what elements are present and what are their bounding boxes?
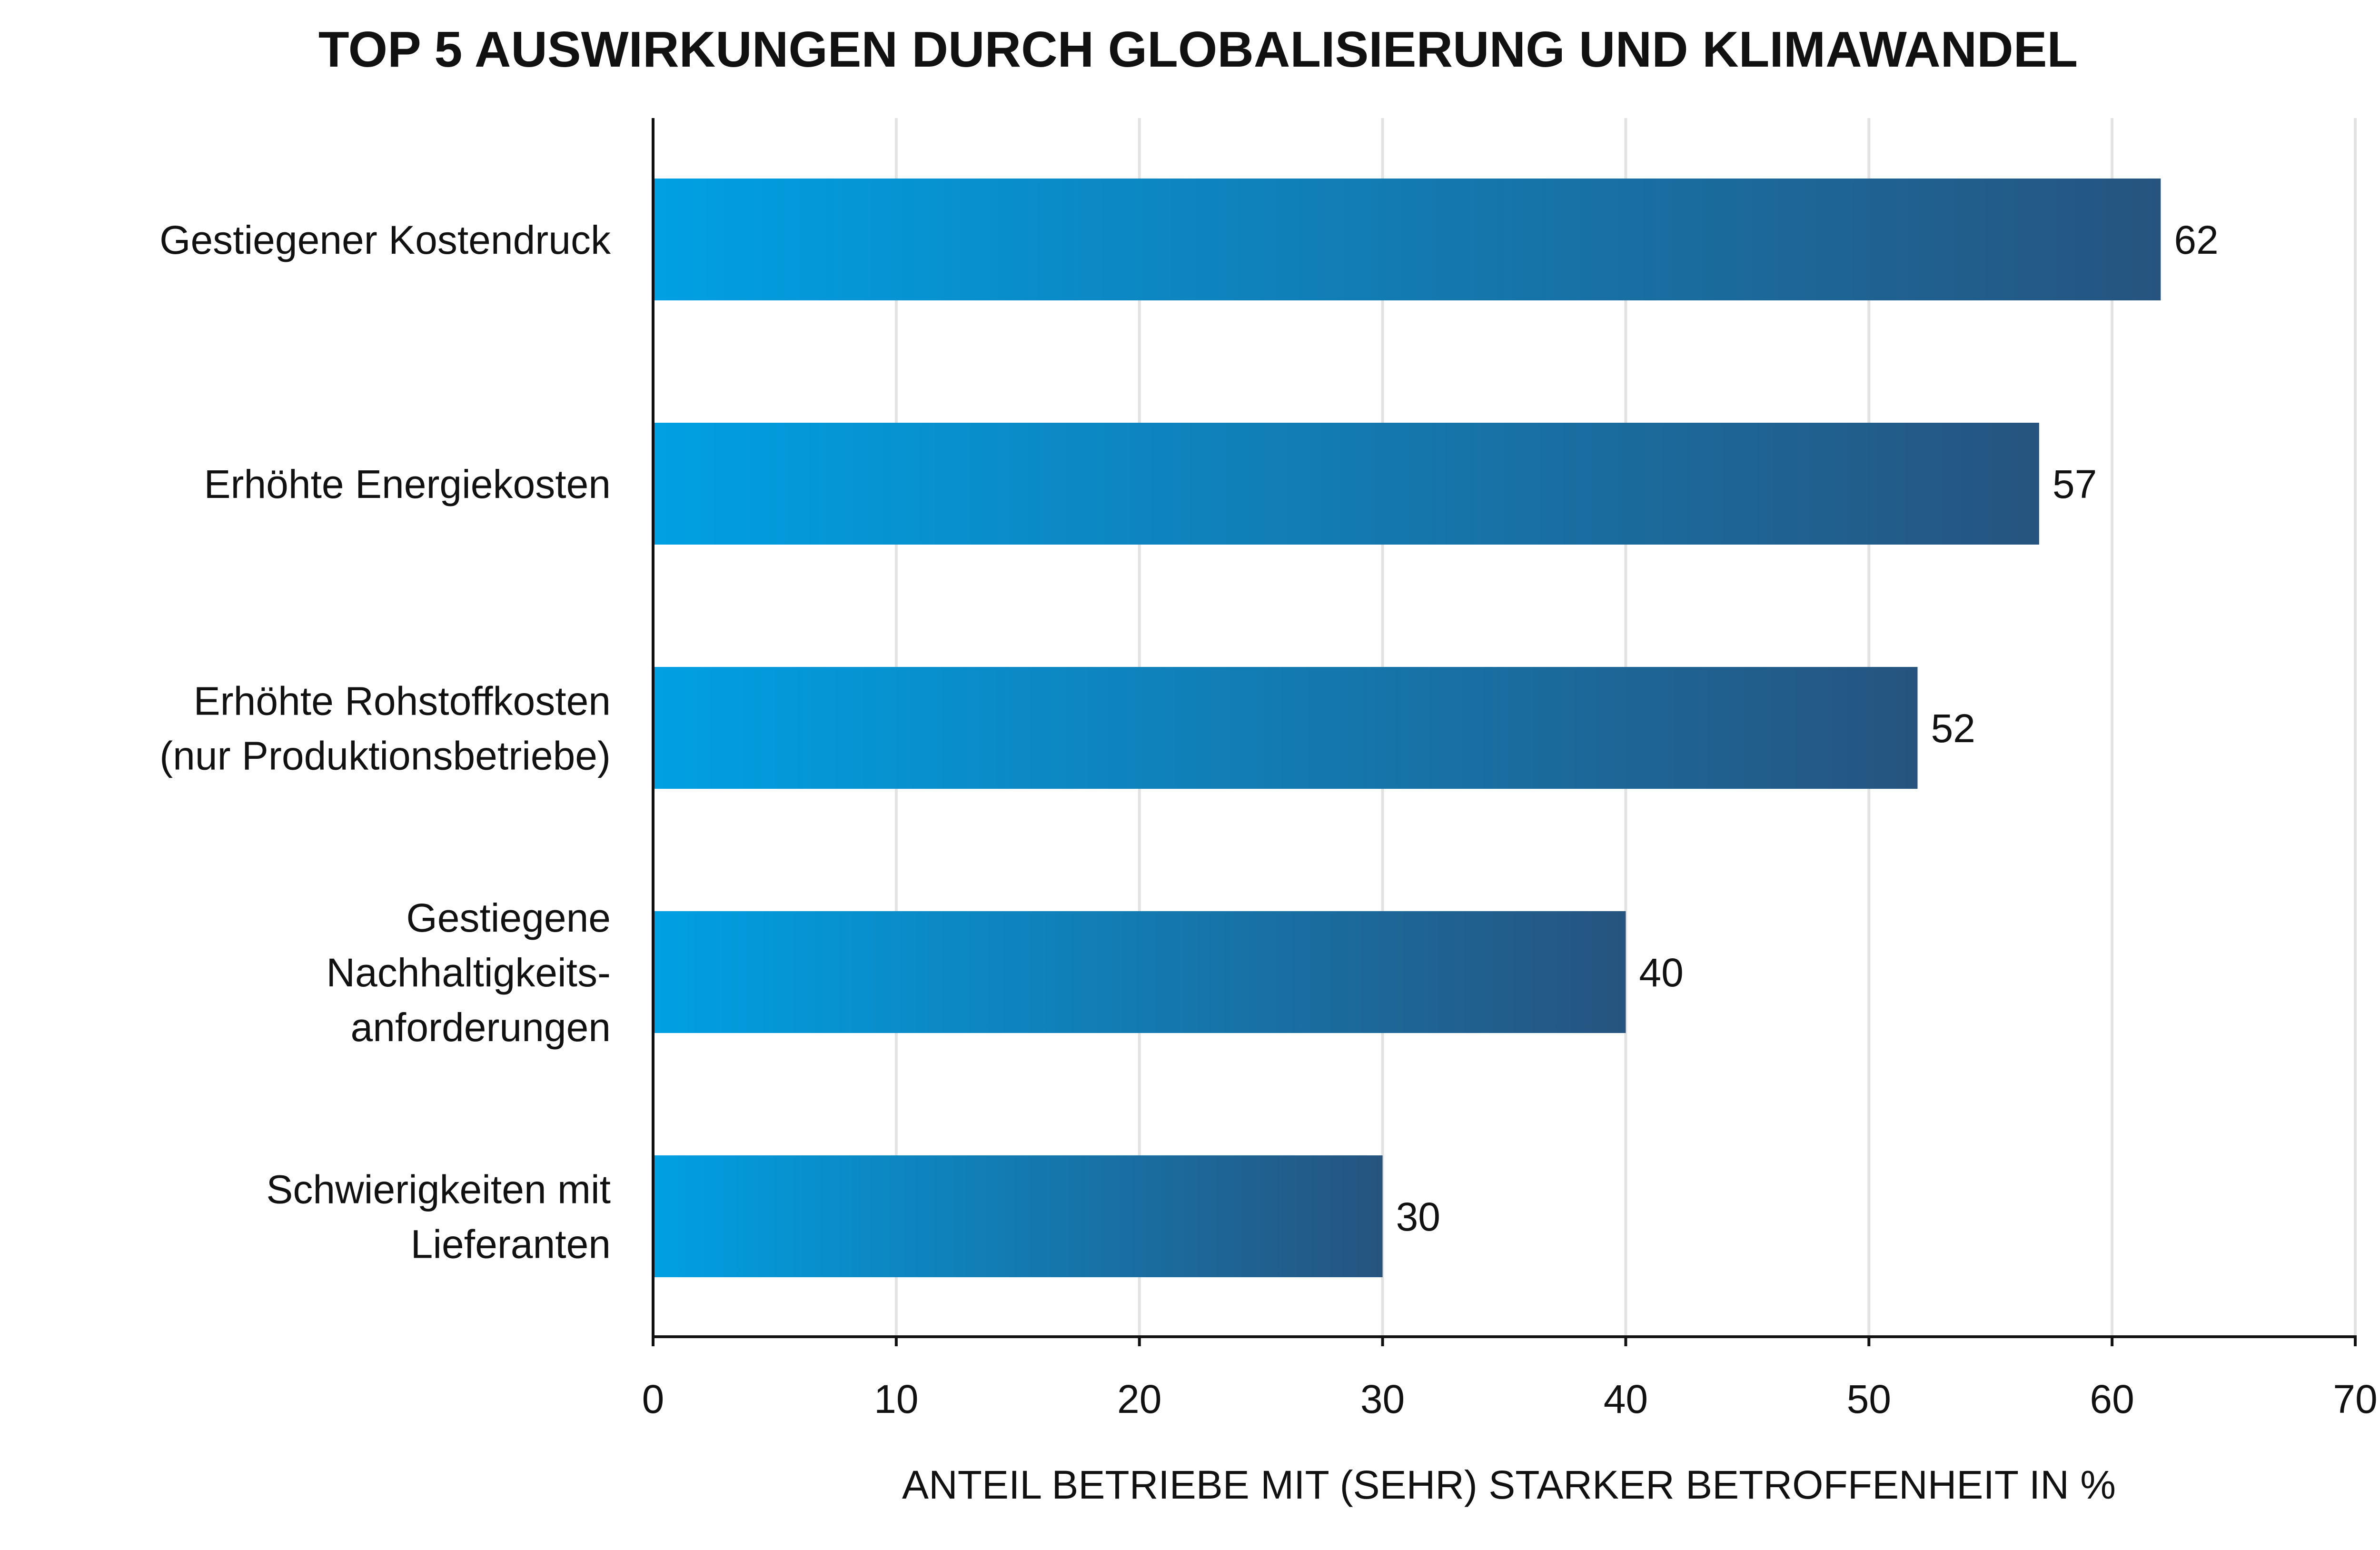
bar-4 <box>653 1155 1383 1277</box>
bar-0 <box>653 179 2161 300</box>
x-tick-label-0: 0 <box>642 1377 664 1421</box>
category-label-2-line-1: (nur Produktionsbetriebe) <box>159 734 611 778</box>
value-label-3: 40 <box>1639 950 1683 995</box>
bar-3 <box>653 911 1626 1033</box>
value-label-2: 52 <box>1931 706 1975 751</box>
category-label-3-line-1: Nachhaltigkeits- <box>326 950 611 995</box>
value-label-1: 57 <box>2053 462 2097 507</box>
bar-1 <box>653 423 2039 545</box>
x-tick-label-30: 30 <box>1360 1377 1405 1421</box>
category-label-1-line-0: Erhöhte Energiekosten <box>204 462 611 507</box>
category-label-0-line-0: Gestiegener Kostendruck <box>159 218 611 262</box>
category-label-4-line-1: Lieferanten <box>411 1222 611 1267</box>
bars: 62 57 52 40 30 <box>653 179 2219 1277</box>
axes <box>652 118 2357 1346</box>
bar-2 <box>653 667 1918 789</box>
category-label-4-line-0: Schwierigkeiten mit <box>266 1167 611 1212</box>
category-labels: Gestiegener Kostendruck Erhöhte Energieko… <box>159 218 611 1267</box>
chart-title: TOP 5 AUSWIRKUNGEN DURCH GLOBALISIERUNG … <box>318 21 2078 78</box>
x-tick-label-40: 40 <box>1604 1377 1648 1421</box>
category-label-2-line-0: Erhöhte Rohstoffkosten <box>194 679 611 724</box>
category-label-3-line-2: anforderungen <box>351 1005 611 1050</box>
x-tick-label-60: 60 <box>2090 1377 2134 1421</box>
x-tick-labels: 0 10 20 30 40 50 60 70 <box>642 1377 2378 1421</box>
x-axis-title: ANTEIL BETRIEBE MIT (SEHR) STARKER BETRO… <box>902 1462 2116 1507</box>
x-tick-label-50: 50 <box>1847 1377 1891 1421</box>
x-tick-label-20: 20 <box>1117 1377 1161 1421</box>
category-label-3-line-0: Gestiegene <box>406 895 611 940</box>
value-label-0: 62 <box>2174 218 2218 262</box>
x-tick-label-10: 10 <box>874 1377 918 1421</box>
x-tick-label-70: 70 <box>2333 1377 2377 1421</box>
value-label-4: 30 <box>1396 1194 1440 1239</box>
